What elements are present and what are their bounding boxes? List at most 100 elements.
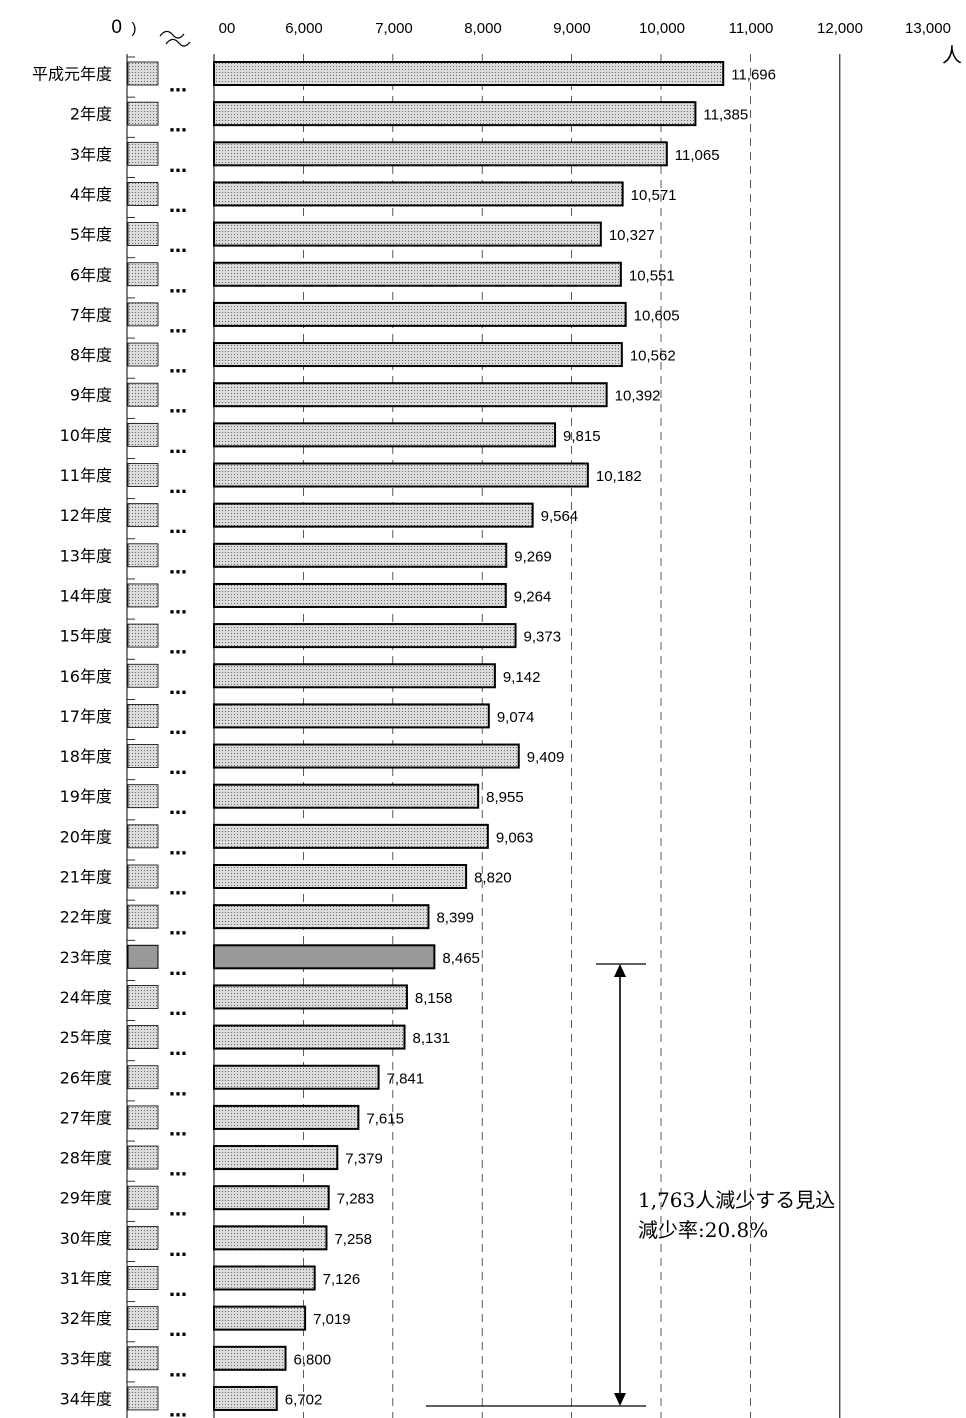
category-label: 14年度 [60, 586, 112, 605]
break-ellipsis: … [169, 1119, 187, 1140]
value-label: 7,841 [387, 1070, 425, 1087]
x-tick-label: 13,000 [905, 20, 951, 37]
break-ellipsis: … [169, 1320, 187, 1341]
bar [213, 944, 436, 970]
bar-stub [127, 302, 159, 327]
value-label: 6,800 [294, 1351, 332, 1368]
bars [127, 61, 725, 1411]
unit-label: 人 [942, 43, 962, 67]
category-label: 24年度 [60, 988, 112, 1007]
value-label: 9,063 [496, 829, 534, 846]
category-label: 13年度 [60, 546, 112, 565]
value-label: 10,562 [630, 348, 676, 365]
value-label: 7,615 [366, 1110, 404, 1127]
value-label: 8,399 [436, 910, 474, 927]
x-tick-label: 10,000 [639, 20, 685, 37]
bar [213, 462, 589, 488]
break-ellipsis: … [169, 798, 187, 819]
decrease-arrow-head-down [614, 1393, 626, 1406]
break-ellipsis: … [169, 919, 187, 940]
break-ellipsis: … [169, 236, 187, 257]
bar [213, 1145, 339, 1171]
break-ellipsis: … [169, 959, 187, 980]
bar-stub [127, 543, 159, 568]
axis-break-mark [159, 30, 185, 39]
bar-stub [127, 1025, 159, 1049]
value-label: 8,465 [442, 950, 480, 967]
bar-stub [127, 904, 159, 929]
break-ellipsis: … [169, 1360, 187, 1381]
bar-stub [127, 262, 159, 287]
category-label: 34年度 [60, 1389, 112, 1408]
bar-stub [127, 182, 159, 206]
bar-stub [127, 663, 159, 688]
value-label: 10,327 [609, 227, 655, 244]
bar-stub [127, 61, 159, 86]
grid-lines [213, 54, 751, 1418]
break-ellipsis: … [169, 1079, 187, 1100]
category-label: 平成元年度 [32, 65, 112, 84]
bar [213, 864, 468, 889]
value-label: 9,564 [541, 508, 579, 525]
break-ellipsis: … [169, 437, 187, 458]
category-label: 22年度 [60, 908, 112, 927]
bar [213, 823, 489, 849]
bar-stub [127, 342, 159, 367]
category-label: 31年度 [60, 1269, 112, 1288]
bar-stub [127, 101, 159, 126]
bar [213, 582, 507, 608]
bar [213, 301, 627, 327]
break-ellipsis: … [169, 76, 187, 97]
bar-stub [127, 463, 159, 487]
break-ellipsis: … [169, 1200, 187, 1221]
break-ellipsis: … [169, 357, 187, 378]
break-ellipsis: … [169, 1160, 187, 1181]
value-label: 8,131 [413, 1030, 451, 1047]
break-ellipsis: … [169, 999, 187, 1020]
value-label: 10,551 [629, 267, 675, 284]
value-label: 9,269 [514, 548, 552, 565]
x-tick-label: 00 [219, 20, 236, 37]
break-ellipsis: … [169, 196, 187, 217]
category-label: 15年度 [60, 627, 112, 646]
bar [213, 1104, 360, 1130]
value-label: 7,283 [337, 1191, 375, 1208]
bar [213, 1305, 307, 1331]
category-label: 3年度 [70, 145, 112, 164]
bar-stub [127, 222, 159, 247]
bar [213, 1265, 316, 1291]
bar-stub [127, 382, 159, 407]
bar-stub [127, 141, 159, 166]
bar [213, 221, 602, 247]
break-ellipsis: … [169, 879, 187, 900]
category-label: 30年度 [60, 1229, 112, 1248]
category-label: 23年度 [60, 948, 112, 967]
bar [213, 342, 623, 368]
value-label: 11,385 [703, 107, 748, 124]
break-ellipsis: … [169, 477, 187, 498]
category-label: 10年度 [60, 426, 112, 445]
break-ellipsis: … [169, 758, 187, 779]
x-tick-label: ) [132, 20, 137, 37]
bar-stub [127, 824, 159, 849]
break-ellipsis: … [169, 397, 187, 418]
bar [213, 422, 557, 448]
bar [213, 904, 430, 930]
bar-stub [127, 583, 159, 608]
category-label: 12年度 [60, 506, 112, 525]
bar-stub [127, 704, 159, 728]
value-label: 8,158 [415, 990, 453, 1007]
category-label: 26年度 [60, 1068, 112, 1087]
category-label: 18年度 [60, 747, 112, 766]
category-label: 16年度 [60, 667, 112, 686]
bar [213, 261, 622, 287]
value-label: 10,605 [634, 307, 680, 324]
value-label: 11,696 [731, 67, 776, 84]
break-ellipsis: … [169, 517, 187, 538]
bar [213, 703, 490, 729]
category-label: 7年度 [70, 305, 112, 324]
value-label: 8,955 [486, 789, 524, 806]
bar [213, 783, 480, 809]
axes [126, 30, 841, 1418]
